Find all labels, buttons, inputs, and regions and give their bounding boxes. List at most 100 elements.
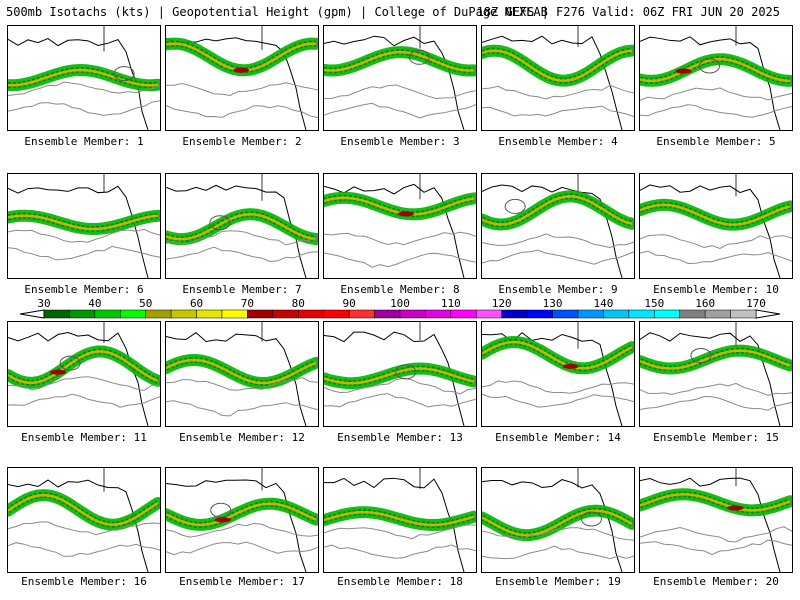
closed-low-contour [408,49,430,65]
ensemble-member-label: Ensemble Member: 6 [24,283,144,296]
map-graphic [324,468,476,572]
ensemble-member-label: Ensemble Member: 16 [21,575,147,588]
legend-high-arrow [755,309,781,319]
coastline [324,35,465,130]
ensemble-map-panel [165,321,319,427]
legend-color-swatch [730,309,757,319]
ensemble-member-label: Ensemble Member: 19 [495,575,621,588]
legend-color-swatch [120,309,146,319]
legend-color-swatch [374,309,401,319]
legend-tick-label: 80 [292,297,305,310]
ensemble-member-label: Ensemble Member: 5 [656,135,776,148]
height-contour [482,545,634,560]
legend-tick-label: 130 [543,297,563,310]
map-graphic [166,26,318,130]
legend-tick-label: 30 [37,297,50,310]
height-contour [166,400,318,417]
legend-tick-label: 170 [746,297,766,310]
jet-max [727,505,744,511]
ensemble-map-panel [323,25,477,131]
ensemble-map-panel [165,467,319,573]
legend-tick-label: 110 [441,297,461,310]
ensemble-member-label: Ensemble Member: 8 [340,283,460,296]
map-graphic [324,174,476,278]
height-contour [166,105,318,119]
closed-low-contour [395,364,417,380]
jet-max [397,211,414,217]
legend-color-swatch [399,309,426,319]
map-graphic [640,322,792,426]
legend-color-swatch [221,309,248,319]
ensemble-member-label: Ensemble Member: 12 [179,431,305,444]
jet-stream-core [166,358,317,385]
coastline [324,183,465,278]
ensemble-member-label: Ensemble Member: 18 [337,575,463,588]
legend-color-swatch [628,309,655,319]
map-title: 500mb Isotachs (kts) | Geopotential Heig… [6,5,548,19]
height-contour [166,246,318,263]
legend-color-swatch [654,309,680,319]
legend-color-swatch [43,309,70,319]
closed-low-contour [580,511,602,527]
height-contour [324,84,476,100]
jet-stream-core [482,509,633,537]
height-contour [324,377,476,395]
jet-stream-core [8,350,159,385]
legend-color-swatch [94,309,121,319]
legend-color-swatch [247,309,274,319]
jet-stream-core [324,367,475,385]
legend-color-swatch [679,309,706,319]
coastline [640,184,781,278]
map-graphic [640,468,792,572]
height-contour [482,527,634,541]
legend-color-swatch [348,309,375,319]
jet-stream-core [640,57,791,83]
height-contour [8,521,160,536]
map-header: 500mb Isotachs (kts) | Geopotential Heig… [0,0,800,24]
height-contour [640,104,792,118]
height-contour [482,380,634,394]
jet-stream-band [166,208,318,246]
ensemble-map-panel [323,467,477,573]
ensemble-member-label: Ensemble Member: 9 [498,283,618,296]
map-graphic [8,174,160,278]
jet-max [675,68,692,74]
map-graphic [8,468,160,572]
jet-max [233,67,250,73]
height-contour [640,395,792,411]
height-contour [640,382,792,396]
jet-stream-band [482,335,634,375]
ensemble-member-label: Ensemble Member: 11 [21,431,147,444]
map-graphic [8,26,160,130]
height-contour [8,542,160,557]
ensemble-map-panel [481,173,635,279]
height-contour [640,234,792,250]
map-graphic [166,468,318,572]
ensemble-member-label: Ensemble Member: 10 [653,283,779,296]
legend-tick-label: 70 [241,297,254,310]
legend-color-swatch [704,309,731,319]
jet-max [214,517,231,523]
jet-stream-band [640,344,792,375]
coastline [8,37,149,130]
height-contour [482,249,634,265]
closed-low-contour [210,502,232,518]
legend-tick-label: 100 [390,297,410,310]
ensemble-member-label: Ensemble Member: 13 [337,431,463,444]
height-contour [482,84,634,100]
jet-stream-core [8,493,159,526]
height-contour [482,393,634,408]
map-graphic [324,322,476,426]
closed-low-contour [113,66,135,82]
model-run-info: 18Z GEFS | F276 Valid: 06Z FRI JUN 20 20… [476,5,780,19]
coastline [482,35,623,130]
jet-max [562,363,579,369]
height-contour [166,376,318,391]
jet-stream-core [324,510,475,527]
jet-stream-core [324,196,475,216]
ensemble-member-label: Ensemble Member: 4 [498,135,618,148]
ensemble-member-label: Ensemble Member: 3 [340,135,460,148]
height-contour [8,100,160,116]
legend-color-swatch [603,309,630,319]
jet-stream-core [640,493,791,512]
